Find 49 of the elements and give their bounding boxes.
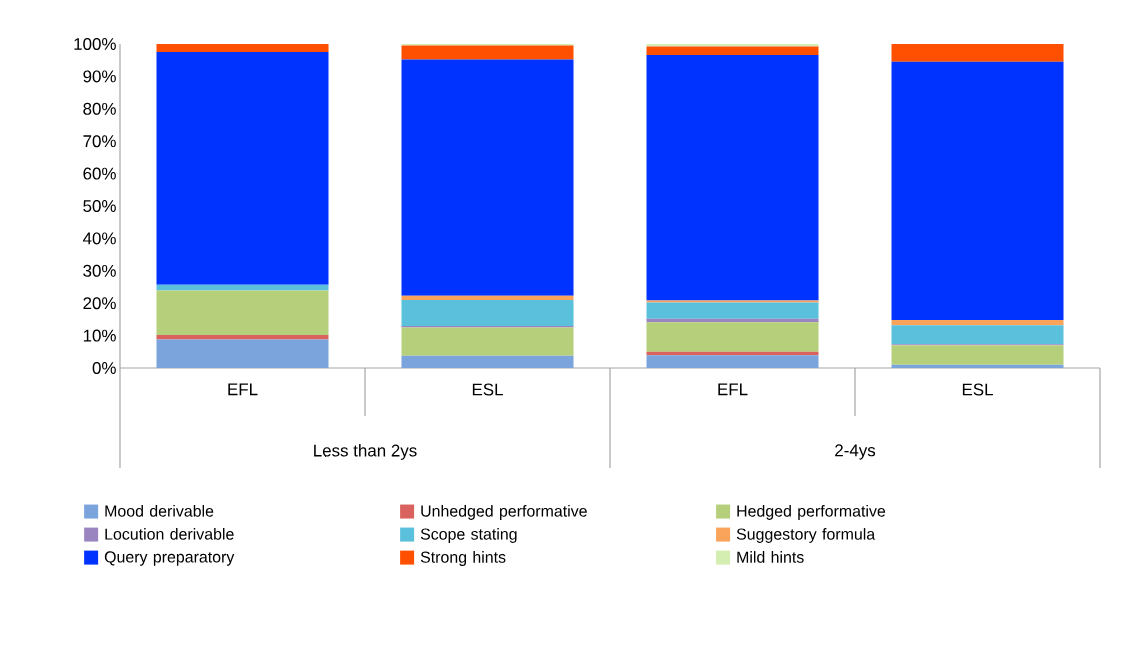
bar bbox=[156, 290, 329, 335]
bar bbox=[156, 44, 329, 53]
bar bbox=[891, 364, 1064, 368]
legend-label: Mood derivable bbox=[105, 505, 214, 517]
bar bbox=[401, 45, 574, 60]
bar bbox=[646, 355, 819, 368]
x-tick-label: EFL bbox=[228, 383, 258, 396]
legend-label: Mild hints bbox=[737, 551, 804, 563]
legend-label: Query preparatory bbox=[104, 551, 235, 566]
bar bbox=[646, 44, 819, 47]
y-tick-label: 50% bbox=[83, 200, 116, 212]
bar bbox=[891, 345, 1064, 365]
bar bbox=[646, 302, 819, 319]
bar bbox=[401, 295, 574, 300]
text: 2-4ys bbox=[835, 444, 876, 460]
bar bbox=[891, 325, 1064, 345]
y-tick-label: 0% bbox=[92, 362, 116, 374]
bar bbox=[401, 355, 574, 368]
bar bbox=[156, 284, 329, 291]
bar bbox=[891, 61, 1064, 321]
legend-label: Unhedged performative bbox=[421, 505, 587, 520]
y-tick-label: 10% bbox=[83, 329, 116, 342]
bar bbox=[646, 322, 819, 352]
x-tick-label: ESL bbox=[962, 383, 993, 396]
y-tick-label: 90% bbox=[83, 70, 116, 83]
bar bbox=[401, 299, 574, 326]
y-tick-label: 40% bbox=[82, 232, 116, 245]
y-tick-label: 70% bbox=[83, 135, 116, 148]
y-tick-label: 60% bbox=[83, 167, 116, 180]
legend-label: Scope stating bbox=[420, 528, 517, 543]
y-tick-label: 100% bbox=[74, 38, 116, 50]
bar bbox=[156, 339, 329, 368]
text: Less than 2ys bbox=[314, 444, 417, 460]
y-tick-label: 30% bbox=[83, 264, 116, 277]
bar bbox=[401, 327, 574, 356]
x-tick-label: EFL bbox=[718, 383, 748, 396]
bar bbox=[646, 55, 819, 301]
legend-label: Hedged performative bbox=[737, 505, 886, 520]
bar bbox=[891, 44, 1064, 62]
bar bbox=[891, 320, 1064, 326]
legend-label: Locution derivable bbox=[105, 528, 234, 540]
x-tick-label: ESL bbox=[472, 383, 503, 396]
y-tick-label: 20% bbox=[83, 297, 116, 310]
bar bbox=[156, 52, 329, 285]
legend-label: Strong hints bbox=[420, 551, 506, 566]
bar bbox=[646, 46, 819, 56]
y-tick-label: 80% bbox=[83, 102, 116, 115]
legend-label: Suggestory formula bbox=[736, 528, 876, 543]
bar bbox=[401, 59, 574, 296]
